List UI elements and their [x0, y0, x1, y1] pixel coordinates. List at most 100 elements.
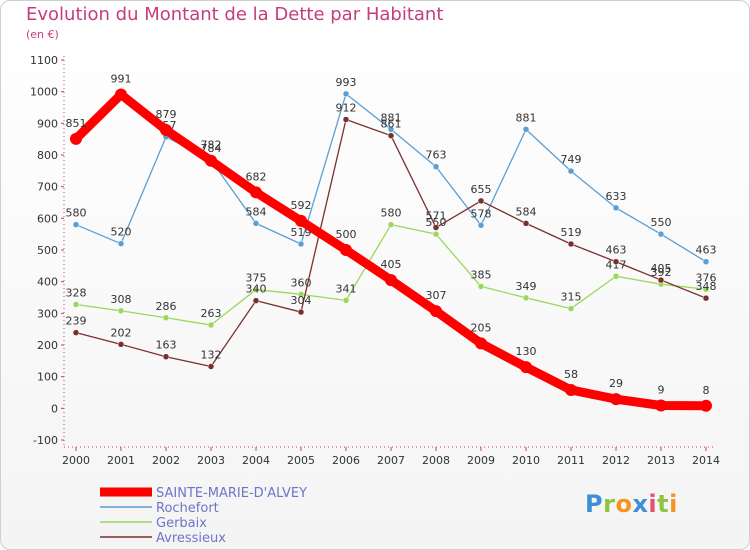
chart-title: Evolution du Montant de la Dette par Hab… [26, 4, 444, 25]
data-label-sainte-marie-d-alvey: 307 [426, 289, 447, 302]
legend-label-avressieux: Avressieux [156, 531, 226, 546]
x-tick-label: 2012 [602, 454, 630, 467]
data-point-sainte-marie-d-alvey [565, 383, 577, 396]
x-tick-label: 2011 [557, 454, 585, 467]
data-label-gerbaix: 263 [201, 307, 222, 320]
data-point-gerbaix [117, 307, 125, 315]
data-point-avressieux [72, 329, 80, 336]
data-point-rochefort [342, 90, 350, 98]
data-point-avressieux [252, 297, 260, 304]
data-point-gerbaix [252, 286, 260, 293]
data-label-rochefort: 881 [516, 111, 537, 124]
data-label-rochefort: 463 [696, 244, 717, 257]
legend-label-sainte-marie-d-alvey: SAINTE-MARIE-D'ALVEY [156, 486, 307, 501]
data-label-sainte-marie-d-alvey: 405 [381, 258, 402, 271]
y-tick-label: 0 [51, 402, 58, 415]
data-point-avressieux [522, 220, 530, 227]
data-point-avressieux [702, 294, 710, 302]
data-point-avressieux [342, 116, 350, 123]
data-point-rochefort [567, 167, 575, 175]
data-label-sainte-marie-d-alvey: 782 [201, 139, 222, 152]
data-label-rochefort: 578 [471, 207, 492, 220]
data-point-gerbaix [162, 314, 170, 322]
logo-letter: i [669, 490, 678, 518]
data-point-avressieux [477, 197, 485, 205]
logo-letter: t [657, 490, 670, 518]
data-label-gerbaix: 328 [66, 286, 87, 299]
data-label-sainte-marie-d-alvey: 592 [291, 199, 312, 212]
data-point-rochefort [387, 126, 395, 133]
data-point-gerbaix [522, 294, 530, 302]
y-tick-label: 800 [37, 149, 58, 162]
data-point-gerbaix [207, 321, 215, 329]
x-tick-label: 2008 [422, 454, 450, 467]
chart-unit-subtitle: (en €) [26, 28, 59, 41]
data-label-sainte-marie-d-alvey: 205 [471, 321, 492, 334]
x-tick-label: 2003 [197, 454, 225, 467]
data-label-sainte-marie-d-alvey: 851 [66, 117, 87, 130]
data-label-gerbaix: 580 [381, 207, 402, 220]
data-point-avressieux [297, 308, 305, 316]
y-tick-label: 1100 [30, 54, 58, 67]
data-point-gerbaix [297, 291, 305, 298]
x-tick-label: 2007 [377, 454, 405, 467]
data-label-avressieux: 405 [651, 262, 672, 275]
data-point-avressieux [612, 258, 620, 265]
logo-letter: i [648, 490, 658, 518]
data-label-avressieux: 463 [606, 244, 627, 257]
x-tick-label: 2014 [692, 454, 720, 467]
x-tick-label: 2006 [332, 454, 360, 467]
data-label-avressieux: 202 [111, 326, 132, 339]
y-tick-label: 900 [37, 117, 58, 130]
data-point-rochefort [477, 222, 485, 229]
data-label-sainte-marie-d-alvey: 879 [156, 108, 177, 121]
data-label-gerbaix: 375 [246, 272, 267, 285]
x-tick-label: 2002 [152, 454, 180, 467]
x-tick-label: 2005 [287, 454, 315, 467]
y-tick-label: 600 [37, 212, 58, 225]
data-label-gerbaix: 308 [111, 293, 132, 306]
data-point-avressieux [567, 240, 575, 248]
data-point-avressieux [162, 353, 170, 360]
data-point-avressieux [207, 363, 215, 370]
data-label-gerbaix: 349 [516, 280, 537, 293]
data-label-sainte-marie-d-alvey: 500 [336, 228, 357, 241]
data-point-rochefort [432, 163, 440, 170]
logo-letter: P [585, 490, 604, 518]
data-point-gerbaix [612, 273, 620, 280]
data-point-sainte-marie-d-alvey [475, 337, 487, 350]
legend-label-rochefort: Rochefort [156, 501, 219, 516]
data-point-rochefort [612, 204, 620, 212]
y-tick-label: 700 [37, 181, 58, 194]
data-point-rochefort [72, 221, 80, 228]
data-label-sainte-marie-d-alvey: 8 [703, 384, 710, 397]
data-label-avressieux: 239 [66, 315, 87, 328]
proxiti-logo: Proxiti [585, 490, 678, 518]
data-label-sainte-marie-d-alvey: 991 [111, 73, 132, 86]
x-tick-label: 2004 [242, 454, 270, 467]
data-label-avressieux: 519 [561, 226, 582, 239]
data-point-sainte-marie-d-alvey [610, 393, 622, 406]
y-tick-label: 100 [37, 371, 58, 384]
data-point-sainte-marie-d-alvey [295, 214, 307, 227]
data-point-rochefort [252, 220, 260, 227]
y-tick-label: -100 [33, 434, 58, 447]
data-point-gerbaix [387, 221, 395, 228]
data-label-rochefort: 881 [381, 111, 402, 124]
data-label-avressieux: 655 [471, 183, 492, 196]
data-label-avressieux: 584 [516, 205, 537, 218]
data-label-sainte-marie-d-alvey: 9 [658, 383, 665, 396]
data-label-gerbaix: 392 [651, 266, 672, 279]
data-point-sainte-marie-d-alvey [655, 399, 667, 412]
data-point-gerbaix [702, 286, 710, 293]
data-point-sainte-marie-d-alvey [250, 186, 262, 199]
data-point-avressieux [657, 276, 665, 284]
data-label-avressieux: 132 [201, 349, 222, 362]
data-point-gerbaix [567, 305, 575, 312]
data-label-avressieux: 304 [291, 294, 312, 307]
data-label-gerbaix: 315 [561, 291, 582, 304]
y-tick-label: 300 [37, 307, 58, 320]
data-label-rochefort: 633 [606, 190, 627, 203]
data-point-sainte-marie-d-alvey [430, 305, 442, 318]
